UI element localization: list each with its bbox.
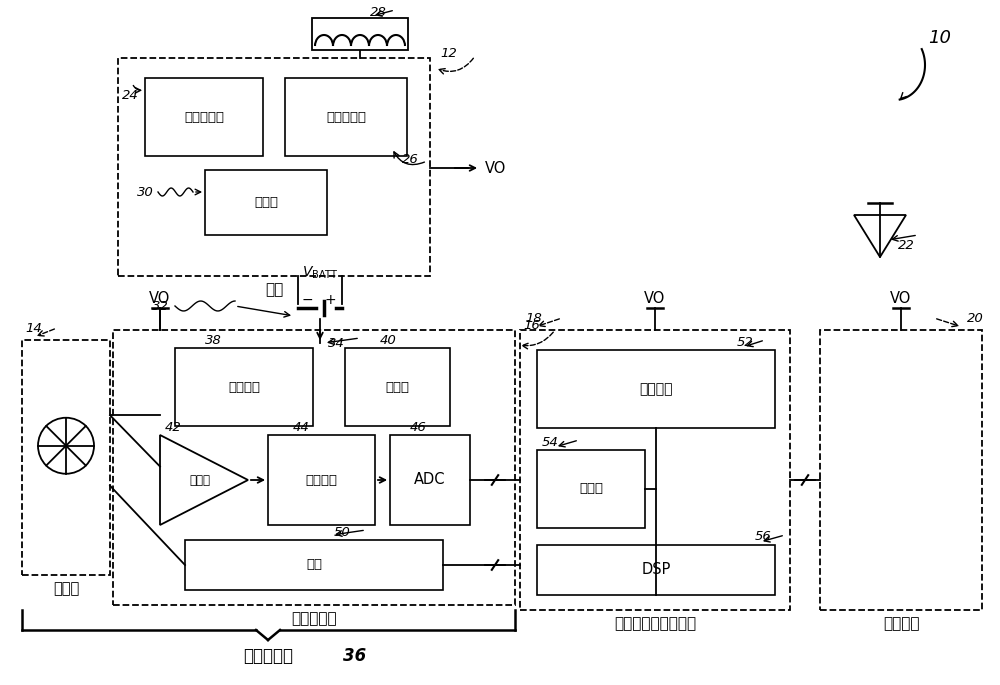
Text: 28: 28 — [370, 5, 387, 18]
Bar — [820, 330, 982, 610]
Text: $V_{\mathrm{BATT}}$: $V_{\mathrm{BATT}}$ — [302, 264, 338, 281]
Text: 传感器通道: 传感器通道 — [243, 647, 293, 665]
Text: +: + — [324, 293, 336, 307]
Text: 放大器: 放大器 — [189, 473, 210, 486]
Text: 44: 44 — [293, 421, 310, 434]
Text: 传感器模块的控制器: 传感器模块的控制器 — [614, 616, 696, 631]
Text: VO: VO — [644, 290, 666, 306]
Bar — [312, 18, 408, 50]
Text: 12: 12 — [440, 47, 457, 60]
Text: VO: VO — [149, 290, 171, 306]
Bar — [145, 78, 263, 156]
Text: 电源管理: 电源管理 — [228, 380, 260, 393]
Text: 电池充电器: 电池充电器 — [326, 110, 366, 123]
Text: 微控制器: 微控制器 — [639, 382, 673, 396]
Text: ADC: ADC — [414, 473, 446, 488]
Text: 控制: 控制 — [306, 558, 322, 571]
Text: 能量采集器: 能量采集器 — [184, 110, 224, 123]
Bar — [175, 348, 313, 426]
Text: 46: 46 — [410, 421, 427, 434]
Text: 振荡器: 振荡器 — [386, 380, 410, 393]
Bar — [185, 540, 443, 590]
Text: 20: 20 — [967, 312, 984, 325]
Text: 传感器接口: 传感器接口 — [291, 611, 337, 626]
Bar — [205, 170, 327, 235]
Text: 18: 18 — [525, 312, 542, 325]
Bar — [113, 330, 515, 605]
Text: 16: 16 — [523, 319, 540, 332]
Text: 22: 22 — [898, 238, 915, 251]
Bar — [22, 340, 110, 575]
Text: 30: 30 — [137, 186, 154, 199]
Text: 无线接口: 无线接口 — [883, 616, 919, 631]
Text: 保护器: 保护器 — [254, 196, 278, 209]
Bar — [537, 450, 645, 528]
Text: 54: 54 — [542, 436, 559, 449]
Text: 电源: 电源 — [265, 282, 283, 297]
Text: VO: VO — [485, 160, 506, 175]
Text: 36: 36 — [343, 647, 366, 665]
Text: 40: 40 — [380, 334, 397, 347]
Bar — [537, 545, 775, 595]
Bar — [285, 78, 407, 156]
Text: 38: 38 — [205, 334, 222, 347]
Text: 存储器: 存储器 — [579, 482, 603, 495]
Text: 34: 34 — [328, 336, 345, 349]
Text: VO: VO — [890, 290, 912, 306]
Text: DSP: DSP — [641, 562, 671, 577]
Text: 26: 26 — [402, 153, 419, 166]
Text: 52: 52 — [737, 336, 754, 349]
Bar — [345, 348, 450, 426]
Bar — [118, 58, 430, 276]
Bar — [390, 435, 470, 525]
Bar — [537, 350, 775, 428]
Text: 信号调节: 信号调节 — [306, 473, 338, 486]
Bar — [268, 435, 375, 525]
Text: 42: 42 — [165, 421, 182, 434]
Text: 56: 56 — [755, 530, 772, 543]
Bar — [520, 330, 790, 610]
Text: 32: 32 — [152, 299, 169, 312]
Text: 传感器: 传感器 — [53, 581, 79, 596]
Text: 50: 50 — [334, 525, 351, 538]
Text: 24: 24 — [122, 88, 139, 101]
Text: 14: 14 — [25, 321, 42, 334]
Text: −: − — [301, 293, 313, 307]
Text: 10: 10 — [928, 29, 952, 47]
